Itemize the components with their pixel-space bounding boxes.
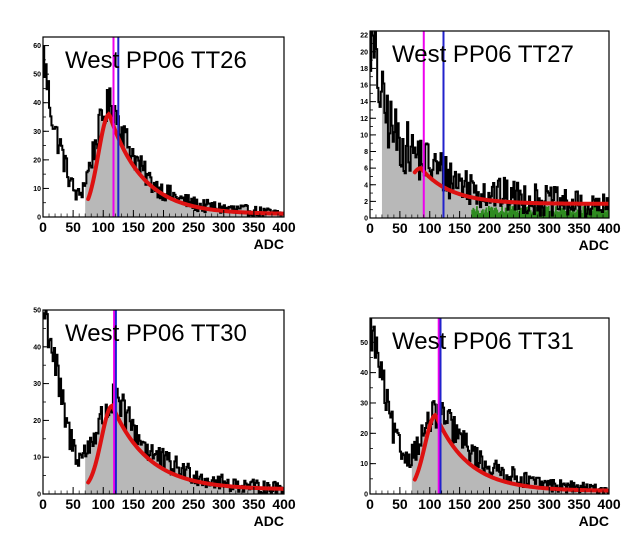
histogram-panel-2: 0 2 4 6 8 10 12 14 16 18 20 22 0 50 100 150 200 250 300 350… — [360, 30, 621, 253]
y-tick-label: 10 — [33, 186, 41, 193]
y-tick-label: 40 — [33, 344, 41, 351]
histogram-fill — [411, 401, 609, 494]
x-tick-label: 150 — [122, 219, 146, 235]
y-tick-label: 8 — [364, 149, 368, 156]
x-tick-label: 50 — [65, 496, 81, 512]
x-tick-label: 100 — [92, 496, 116, 512]
x-tick-label: 350 — [567, 220, 591, 236]
x-tick-label: 300 — [538, 220, 562, 236]
histogram-fill — [381, 71, 609, 218]
x-tick-label: 250 — [182, 219, 206, 235]
x-tick-label: 150 — [448, 220, 472, 236]
y-tick-label: 30 — [360, 400, 368, 407]
y-tick-label: 18 — [360, 66, 368, 73]
y-tick-label: 20 — [33, 157, 41, 164]
y-tick-label: 20 — [360, 431, 368, 438]
histogram-line — [43, 310, 284, 494]
y-tick-label: 50 — [33, 72, 41, 79]
x-tick-label: 0 — [366, 220, 374, 236]
y-tick-label: 40 — [360, 370, 368, 377]
fit-curve — [86, 403, 284, 491]
x-tick-label: 50 — [392, 496, 408, 512]
x-tick-label: 100 — [418, 496, 442, 512]
histogram-panel-1: 0 10 20 30 40 50 60 0 50 100 150 200 250 300 350 400ADC… — [33, 36, 296, 252]
x-tick-label: 150 — [448, 496, 472, 512]
fit-curve — [412, 412, 609, 493]
y-tick-label: 0 — [37, 215, 41, 222]
x-tick-label: 0 — [366, 496, 374, 512]
y-tick-label: 0 — [364, 216, 368, 223]
x-tick-label: 400 — [597, 220, 621, 236]
x-tick-label: 150 — [122, 496, 146, 512]
panel-title: West PP06 TT26 — [65, 47, 247, 74]
x-tick-label: 50 — [392, 220, 408, 236]
x-tick-label: 250 — [508, 496, 532, 512]
x-tick-label: 400 — [272, 496, 296, 512]
y-tick-label: 14 — [360, 99, 368, 106]
x-tick-label: 100 — [418, 220, 442, 236]
y-tick-label: 50 — [360, 340, 368, 347]
x-axis-label: ADC — [579, 237, 609, 253]
x-tick-label: 350 — [242, 219, 266, 235]
x-tick-label: 300 — [212, 219, 236, 235]
panel-title: West PP06 TT30 — [65, 320, 247, 347]
histogram-fill — [85, 384, 284, 494]
y-tick-label: 12 — [360, 116, 368, 123]
x-tick-label: 400 — [597, 496, 621, 512]
x-tick-label: 0 — [39, 496, 47, 512]
x-tick-label: 200 — [478, 220, 502, 236]
x-tick-label: 350 — [567, 496, 591, 512]
histogram-line — [43, 45, 284, 217]
fit-curve — [412, 165, 609, 206]
y-tick-label: 40 — [33, 100, 41, 107]
y-tick-label: 16 — [360, 83, 368, 90]
histogram-line — [370, 318, 609, 494]
y-tick-label: 2 — [364, 199, 368, 206]
y-tick-label: 10 — [33, 455, 41, 462]
x-tick-label: 50 — [65, 219, 81, 235]
y-tick-label: 30 — [33, 129, 41, 136]
y-tick-label: 10 — [360, 132, 368, 139]
y-tick-label: 20 — [33, 418, 41, 425]
y-tick-label: 10 — [360, 461, 368, 468]
panel-title: West PP06 TT31 — [392, 328, 574, 355]
x-axis-label: ADC — [254, 513, 284, 529]
histogram-fill — [85, 88, 284, 217]
panel-title: West PP06 TT27 — [392, 41, 574, 68]
y-tick-label: 4 — [364, 182, 368, 189]
x-tick-label: 200 — [152, 219, 176, 235]
y-tick-label: 50 — [33, 308, 41, 315]
x-tick-label: 400 — [272, 219, 296, 235]
y-tick-label: 20 — [360, 49, 368, 56]
y-tick-label: 0 — [364, 492, 368, 499]
x-tick-label: 250 — [508, 220, 532, 236]
x-tick-label: 250 — [182, 496, 206, 512]
x-tick-label: 350 — [242, 496, 266, 512]
fit-curve — [86, 111, 284, 216]
x-tick-label: 100 — [92, 219, 116, 235]
x-axis-label: ADC — [579, 513, 609, 529]
y-tick-label: 30 — [33, 381, 41, 388]
x-axis-label: ADC — [254, 236, 284, 252]
x-tick-label: 300 — [538, 496, 562, 512]
x-tick-label: 300 — [212, 496, 236, 512]
y-tick-label: 60 — [33, 43, 41, 50]
x-tick-label: 200 — [478, 496, 502, 512]
x-tick-label: 200 — [152, 496, 176, 512]
y-tick-label: 6 — [364, 166, 368, 173]
x-tick-label: 0 — [39, 219, 47, 235]
y-tick-label: 0 — [37, 492, 41, 499]
y-tick-label: 22 — [360, 33, 368, 40]
